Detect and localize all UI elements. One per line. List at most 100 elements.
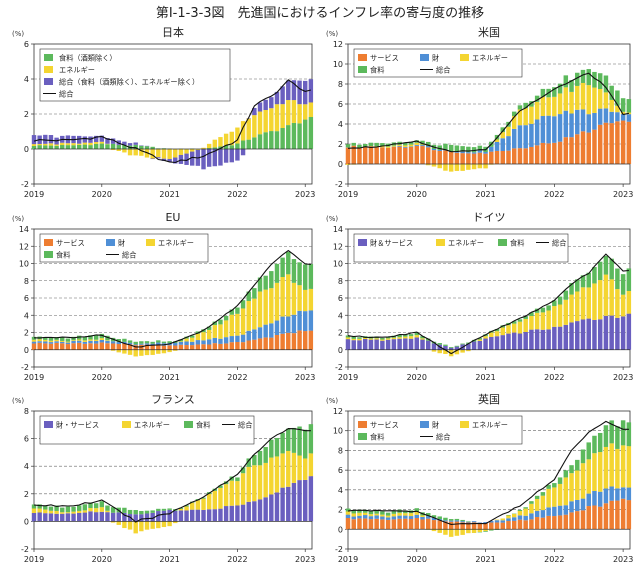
bar-segment-goods (466, 521, 471, 523)
bar-segment-goods (546, 507, 551, 516)
legend-label: サービス (370, 54, 399, 63)
bar-segment-food (529, 312, 534, 316)
bar-segment-energy (297, 285, 302, 311)
panel-title: 米国 (478, 26, 500, 39)
bar-segment-services (523, 520, 528, 530)
bar-segment-energy (615, 105, 620, 113)
bar-segment-energy (206, 493, 212, 510)
bar-segment-services (374, 518, 379, 530)
bar-segment-food (139, 341, 144, 344)
bar-segment-goods_services (414, 337, 420, 350)
bar-segment-energy (269, 108, 274, 132)
bar-segment-goods (575, 499, 580, 512)
bar-segment-core_jp (257, 102, 263, 112)
bar-segment-goods (48, 342, 54, 344)
legend-label: 食料 (196, 421, 210, 430)
bar-segment-services (88, 343, 93, 350)
bar-segment-services (563, 514, 569, 530)
bar-segment-food (252, 454, 257, 466)
bar-segment-energy (540, 495, 546, 511)
bar-segment-energy (420, 144, 425, 146)
bar-segment-energy (308, 288, 314, 311)
bar-segment-goods (345, 514, 351, 518)
x-tick-label: 2022 (544, 555, 564, 564)
bar-segment-energy (454, 529, 460, 536)
bar-segment-core_jp (76, 135, 82, 144)
bar-segment-food (489, 530, 494, 531)
bar-segment-energy (460, 529, 465, 535)
bar-segment-goods (426, 146, 431, 148)
bar-segment-services (263, 337, 268, 350)
bar-segment-core_jp (184, 153, 189, 165)
y-tick-label: 14 (333, 225, 343, 234)
bar-segment-services (466, 522, 471, 530)
bar-segment-goods (223, 337, 229, 344)
bar-segment-energy (65, 341, 71, 343)
bar-segment-energy (229, 480, 234, 506)
bar-segment-food (269, 131, 274, 149)
bar-segment-food (523, 316, 528, 319)
bar-segment-goods (448, 520, 454, 522)
bar-segment-food (274, 437, 280, 457)
bar-segment-services (297, 330, 302, 350)
bar-segment-goods_services (403, 338, 408, 350)
bar-segment-core_jp (31, 135, 37, 145)
bar-segment-energy (597, 280, 603, 320)
x-tick-label: 2023 (613, 373, 633, 382)
bar-segment-goods_services (156, 511, 161, 522)
x-tick-label: 2021 (475, 190, 495, 199)
bar-segment-food (385, 512, 391, 516)
bar-segment-food (150, 510, 155, 513)
bar-segment-energy (212, 325, 218, 338)
total-line (33, 249, 311, 348)
bar-segment-core_jp (286, 80, 291, 101)
bar-segment-energy (150, 149, 155, 159)
bar-segment-energy (609, 99, 614, 112)
bar-segment-energy (620, 111, 626, 115)
bar-segment-services (489, 522, 494, 530)
bar-segment-energy (483, 529, 488, 532)
bar-segment-goods (563, 505, 569, 515)
panel-title: ドイツ (473, 211, 506, 224)
bar-segment-energy (280, 104, 285, 129)
bar-segment-services (82, 343, 88, 350)
bar-segment-services (603, 503, 609, 530)
bar-segment-goods (144, 343, 150, 345)
legend-label: 総合 (436, 433, 450, 442)
bar-segment-energy (477, 529, 483, 533)
bar-segment-food (546, 305, 551, 311)
bar-segment-services (408, 518, 414, 530)
bar-segment-energy (218, 137, 223, 147)
bar-segment-goods_services (477, 340, 483, 350)
bar-segment-food (592, 267, 597, 284)
bar-segment-services (580, 131, 586, 164)
bar-segment-energy (563, 299, 569, 325)
bar-segment-energy (460, 349, 465, 353)
bar-segment-services (540, 142, 546, 164)
bar-segment-services (99, 342, 105, 350)
bar-segment-food (420, 336, 425, 339)
legend-label: 総合 (122, 251, 136, 260)
bar-segment-core_jp (280, 86, 285, 105)
bar-segment-energy (523, 318, 528, 333)
bar-segment-food (494, 328, 500, 332)
bar-segment-energy (517, 511, 523, 516)
bar-segment-goods (511, 517, 517, 521)
bar-segment-food (252, 137, 257, 149)
legend-box (39, 233, 209, 263)
bar-segment-core_jp (303, 80, 308, 105)
x-tick-label: 2020 (92, 555, 112, 564)
bar-segment-food (460, 343, 465, 345)
bar-segment-energy (201, 498, 206, 510)
bar-segment-energy (403, 336, 408, 339)
bar-segment-goods_services (448, 347, 454, 350)
bar-segment-energy (184, 338, 189, 342)
y-tick-label: 4 (338, 486, 343, 495)
bar-segment-energy (391, 513, 397, 517)
legend-label: エネルギー (59, 66, 95, 75)
bar-segment-food (368, 142, 374, 147)
bar-segment-services (240, 342, 246, 350)
bar-segment-energy (190, 337, 195, 342)
bar-segment-food (308, 264, 314, 289)
x-tick-label: 2023 (295, 373, 315, 382)
